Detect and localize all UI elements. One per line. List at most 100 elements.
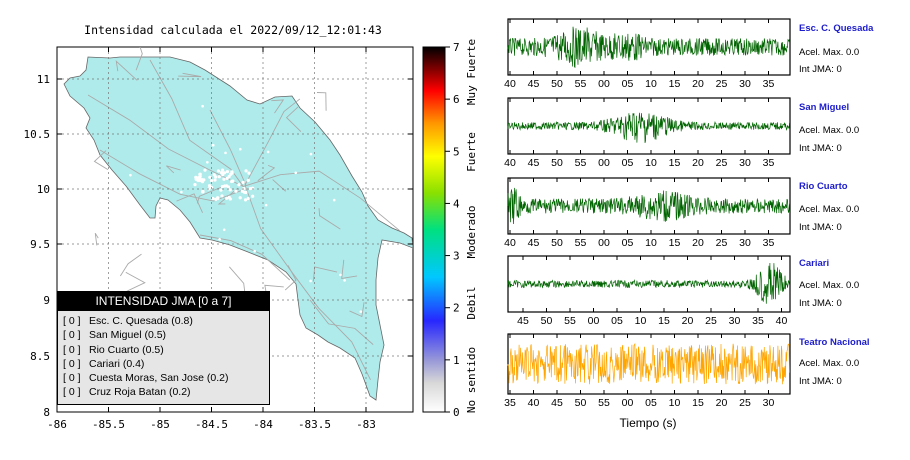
time-tick-label: 10 bbox=[645, 157, 657, 169]
station-name: Esc. C. Quesada bbox=[799, 23, 874, 34]
station-accel: Acel. Max. 0.0 bbox=[799, 47, 860, 58]
colorbar-tick-label: 2 bbox=[453, 302, 460, 315]
time-tick-label: 20 bbox=[692, 157, 704, 169]
time-tick-label: 40 bbox=[504, 237, 516, 249]
legend-station: Cuesta Moras, San Jose (0.2) bbox=[89, 372, 229, 385]
time-tick-label: 10 bbox=[645, 78, 657, 90]
lat-tick-label: 8 bbox=[43, 406, 50, 419]
time-tick-label: 00 bbox=[598, 157, 610, 169]
seismogram-panel: 40 45 50 55 00 05 10 15 20 25 30 35 bbox=[504, 97, 791, 169]
time-tick-label: 55 bbox=[575, 78, 587, 90]
colorbar-category-label: No sentido bbox=[465, 347, 478, 413]
lon-tick-label: -84 bbox=[253, 418, 273, 431]
legend-title: INTENSIDAD JMA [0 a 7] bbox=[58, 292, 269, 311]
time-tick-label: 35 bbox=[763, 78, 775, 90]
time-tick-label: 45 bbox=[528, 157, 540, 169]
time-tick-label: 05 bbox=[622, 157, 634, 169]
station-accel: Acel. Max. 0.0 bbox=[799, 125, 860, 136]
station-jma: Int JMA: 0 bbox=[799, 222, 842, 233]
lat-tick-label: 9.5 bbox=[30, 238, 50, 251]
time-tick-label: 00 bbox=[588, 315, 600, 327]
time-tick-label: 20 bbox=[682, 315, 694, 327]
time-axis-label: Tiempo (s) bbox=[620, 416, 677, 430]
lat-tick-label: 10 bbox=[37, 183, 50, 196]
time-tick-label: 05 bbox=[622, 78, 634, 90]
time-tick-label: 45 bbox=[551, 397, 563, 409]
time-tick-label: 40 bbox=[528, 397, 540, 409]
legend-item: [ 0 ] Esc. C. Quesada (0.8) bbox=[63, 314, 269, 328]
lon-tick-label: -83 bbox=[356, 418, 376, 431]
colorbar-category-label: Muy Fuerte bbox=[465, 39, 478, 105]
station-name: Rio Cuarto bbox=[799, 181, 848, 192]
waveform-trace bbox=[507, 262, 790, 304]
legend-station: Cariari (0.4) bbox=[89, 357, 145, 370]
time-tick-label: 00 bbox=[598, 78, 610, 90]
colorbar-labels: No sentido Debil Moderado Fuerte Muy Fuerte bbox=[465, 39, 478, 413]
time-tick-label: 40 bbox=[504, 78, 516, 90]
legend-station: San Miguel (0.5) bbox=[89, 329, 167, 342]
seismogram-panel: 35 40 45 50 55 00 05 10 15 20 25 30 bbox=[504, 333, 791, 409]
time-tick-label: 55 bbox=[575, 237, 587, 249]
time-tick-label: 30 bbox=[739, 237, 751, 249]
station-jma: Int JMA: 0 bbox=[799, 298, 842, 309]
time-tick-label: 35 bbox=[752, 315, 764, 327]
time-tick-label: 10 bbox=[635, 315, 647, 327]
time-tick-label: 35 bbox=[504, 397, 516, 409]
colorbar-category-label: Fuerte bbox=[465, 132, 478, 172]
seismogram-panel: 40 45 50 55 00 05 10 15 20 25 30 35 bbox=[504, 177, 791, 249]
time-tick-label: 05 bbox=[622, 237, 634, 249]
legend-level: [ 0 ] bbox=[63, 315, 81, 327]
legend-item: [ 0 ] Cariari (0.4) bbox=[63, 357, 269, 371]
legend-level: [ 0 ] bbox=[63, 357, 81, 370]
time-tick-label: 50 bbox=[541, 315, 553, 327]
time-tick-label: 00 bbox=[598, 237, 610, 249]
waveform-trace bbox=[507, 187, 790, 225]
time-tick-label: 05 bbox=[611, 315, 623, 327]
time-tick-label: 15 bbox=[692, 397, 704, 409]
legend-level: [ 0 ] bbox=[63, 386, 81, 399]
waveform-trace bbox=[507, 112, 790, 143]
time-tick-label: 25 bbox=[705, 315, 717, 327]
map-grid bbox=[57, 47, 413, 412]
station-jma: Int JMA: 0 bbox=[799, 143, 842, 154]
seismogram-panel: 45 50 55 00 05 10 15 20 25 30 35 40 bbox=[507, 255, 791, 327]
costa-rica-landmass bbox=[63, 56, 413, 401]
time-tick-label: 25 bbox=[716, 78, 728, 90]
seismogram-panel: 40 45 50 55 00 05 10 15 20 25 30 35 bbox=[504, 18, 791, 90]
legend-station: Esc. C. Quesada (0.8) bbox=[89, 315, 193, 327]
station-accel: Acel. Max. 0.0 bbox=[799, 204, 860, 215]
colorbar-tick-label: 1 bbox=[453, 354, 460, 367]
lat-tick-label: 11 bbox=[37, 73, 50, 86]
time-tick-label: 05 bbox=[645, 397, 657, 409]
legend-list: [ 0 ] Esc. C. Quesada (0.8) [ 0 ] San Migu… bbox=[58, 311, 269, 400]
time-tick-label: 15 bbox=[669, 237, 681, 249]
station-accel: Acel. Max. 0.0 bbox=[799, 280, 860, 291]
time-tick-label: 55 bbox=[564, 315, 576, 327]
time-tick-label: 30 bbox=[739, 78, 751, 90]
time-tick-label: 50 bbox=[551, 237, 563, 249]
intensity-colorbar bbox=[422, 46, 446, 413]
time-tick-label: 55 bbox=[575, 157, 587, 169]
station-jma: Int JMA: 0 bbox=[799, 376, 842, 387]
station-accel: Acel. Max. 0.0 bbox=[799, 358, 860, 369]
time-tick-label: 55 bbox=[598, 397, 610, 409]
time-tick-label: 30 bbox=[763, 397, 775, 409]
colorbar-tick-label: 0 bbox=[453, 406, 460, 419]
time-tick-label: 45 bbox=[528, 237, 540, 249]
legend-item: [ 0 ] Cuesta Moras, San Jose (0.2) bbox=[63, 371, 269, 385]
time-tick-label: 40 bbox=[504, 157, 516, 169]
time-tick-label: 30 bbox=[729, 315, 741, 327]
time-tick-label: 50 bbox=[575, 397, 587, 409]
time-tick-label: 20 bbox=[692, 237, 704, 249]
lon-tick-label: -84.5 bbox=[195, 418, 228, 431]
legend-item: [ 0 ] San Miguel (0.5) bbox=[63, 328, 269, 342]
legend-level: [ 0 ] bbox=[63, 372, 81, 385]
colorbar-tick-label: 4 bbox=[453, 197, 460, 210]
station-name: Teatro Nacional bbox=[799, 337, 870, 348]
time-tick-label: 50 bbox=[551, 157, 563, 169]
lat-tick-label: 9 bbox=[43, 294, 50, 307]
station-name: San Miguel bbox=[799, 102, 850, 113]
time-tick-label: 35 bbox=[763, 157, 775, 169]
legend-item: [ 0 ] Rio Cuarto (0.5) bbox=[63, 343, 269, 357]
